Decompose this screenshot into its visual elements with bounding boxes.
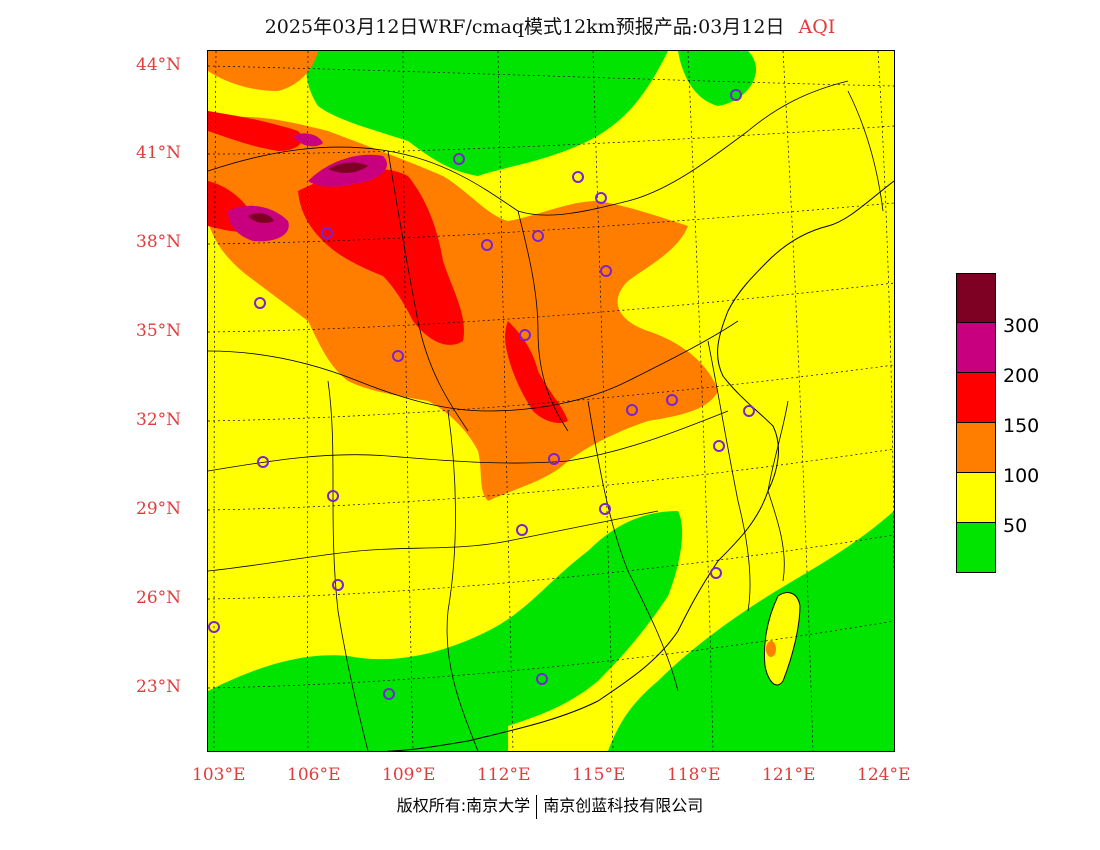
green-area-northeast (678, 51, 757, 106)
station-marker (332, 579, 344, 591)
copyright-footer: 版权所有:南京大学 南京创蓝科技有限公司 (0, 792, 1100, 819)
latitude-label: 38°N (136, 232, 182, 252)
red-area-henan (505, 321, 568, 423)
station-marker (392, 350, 404, 362)
station-marker (743, 405, 755, 417)
station-marker (321, 227, 333, 239)
aqi-map (207, 50, 895, 752)
legend-swatch-hazardous (956, 273, 996, 323)
station-marker (713, 440, 725, 452)
latitude-label: 26°N (136, 588, 182, 608)
legend-label: 300 (1003, 315, 1040, 337)
station-marker (519, 329, 531, 341)
green-area-southeast-sea (608, 511, 894, 751)
copyright-company: 南京创蓝科技有限公司 (543, 796, 704, 815)
longitude-label: 112°E (477, 765, 531, 785)
station-marker (626, 404, 638, 416)
aqi-legend (956, 273, 996, 573)
green-area-north (306, 51, 668, 176)
latitude-label: 32°N (136, 410, 182, 430)
latitude-label: 29°N (136, 499, 182, 519)
station-marker (208, 621, 220, 633)
taiwan-orange-spot (766, 641, 776, 657)
station-marker (600, 265, 612, 277)
station-marker (595, 192, 607, 204)
copyright-divider (536, 794, 538, 819)
purple-area-north-b (293, 133, 323, 147)
legend-label: 200 (1003, 365, 1040, 387)
map-variable-label: AQI (798, 16, 836, 38)
station-marker (730, 89, 742, 101)
graticule (208, 51, 894, 751)
latitude-label: 44°N (136, 55, 182, 75)
station-marker (481, 239, 493, 251)
station-marker (257, 456, 269, 468)
red-area-north-top (208, 111, 302, 151)
green-area-south (208, 511, 683, 751)
legend-swatch-sensitive (956, 423, 996, 473)
legend-label: 100 (1003, 465, 1040, 487)
station-marker (599, 503, 611, 515)
longitude-label: 115°E (572, 765, 626, 785)
latitude-label: 23°N (136, 677, 182, 697)
legend-label: 50 (1003, 515, 1028, 537)
station-marker (710, 567, 722, 579)
station-marker (666, 394, 678, 406)
station-marker (572, 171, 584, 183)
station-marker (516, 524, 528, 536)
station-marker (532, 230, 544, 242)
station-markers (208, 89, 755, 700)
legend-label: 150 (1003, 415, 1040, 437)
maroon-area-west (248, 213, 274, 224)
station-marker (383, 688, 395, 700)
latitude-label: 41°N (136, 143, 182, 163)
station-marker (548, 453, 560, 465)
legend-swatch-very-unhealthy (956, 323, 996, 373)
legend-swatch-unhealthy (956, 373, 996, 423)
red-area-shanxi (298, 168, 464, 345)
station-marker (254, 297, 266, 309)
longitude-label: 109°E (382, 765, 436, 785)
legend-swatch-good (956, 523, 996, 573)
orange-area-northwest-top (208, 51, 318, 91)
station-marker (536, 673, 548, 685)
station-marker (453, 153, 465, 165)
map-title-text: 2025年03月12日WRF/cmaq模式12km预报产品:03月12日 (264, 16, 785, 38)
aqi-map-canvas (208, 51, 894, 751)
maroon-area-north (328, 162, 368, 173)
purple-area-west (228, 205, 289, 242)
legend-swatch-moderate (956, 473, 996, 523)
station-marker (327, 490, 339, 502)
map-title: 2025年03月12日WRF/cmaq模式12km预报产品:03月12日 AQI (0, 12, 1100, 39)
longitude-label: 118°E (667, 765, 721, 785)
latitude-label: 35°N (136, 321, 182, 341)
longitude-label: 106°E (287, 765, 341, 785)
longitude-label: 103°E (192, 765, 246, 785)
longitude-label: 121°E (762, 765, 816, 785)
green-area-west-small (208, 691, 225, 751)
province-boundaries (208, 80, 884, 751)
copyright-owner: 版权所有:南京大学 (396, 796, 531, 815)
coastline (387, 180, 894, 751)
longitude-label: 124°E (857, 765, 911, 785)
